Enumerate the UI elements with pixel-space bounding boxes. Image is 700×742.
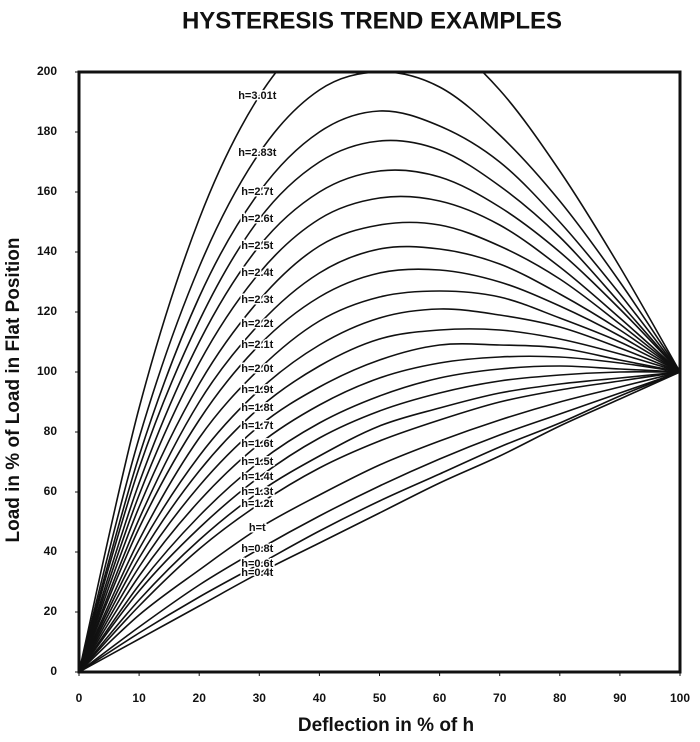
load-curve — [79, 290, 680, 672]
load-curve — [79, 370, 680, 672]
curve-label: h=1.3t — [241, 486, 273, 498]
x-tick-label: 90 — [613, 691, 627, 705]
x-tick-label: 20 — [193, 691, 207, 705]
curves — [79, 72, 680, 672]
curve-label: h=2.0t — [241, 363, 273, 375]
load-curve — [79, 308, 680, 672]
curve-label: h=1.7t — [241, 420, 273, 432]
load-curve — [79, 371, 680, 672]
curve-label: h=1.9t — [241, 384, 273, 396]
y-tick-label: 80 — [44, 424, 58, 438]
curve-label: h=2.3t — [241, 294, 273, 306]
x-tick-label: 30 — [253, 691, 267, 705]
x-axis-label: Deflection in % of h — [298, 715, 474, 736]
load-curve — [79, 268, 680, 672]
chart-title: HYSTERESIS TREND EXAMPLES — [182, 7, 562, 34]
y-tick-label: 100 — [37, 364, 57, 378]
y-tick-label: 180 — [37, 124, 57, 138]
curve-label: h=1.4t — [241, 471, 273, 483]
curve-label: h=1.5t — [241, 456, 273, 468]
load-curve — [79, 342, 680, 672]
curve-label: h=3.01t — [238, 90, 277, 102]
curve-label: h=1.8t — [241, 402, 273, 414]
load-curve — [79, 195, 680, 672]
curve-label: h=2.7t — [241, 186, 273, 198]
y-tick-label: 120 — [37, 304, 57, 318]
curve-label: h=2.2t — [241, 318, 273, 330]
curve-labels: h=3.01t h=2.83t h=2.7t h=2.6t h=2.5t h=2.4t h=… — [237, 88, 279, 580]
curve-label: h=1.6t — [241, 438, 273, 450]
load-curve — [79, 169, 680, 672]
curve-label: h=2.83t — [238, 147, 277, 159]
x-tick-label: 40 — [313, 691, 327, 705]
y-tick-label: 20 — [44, 604, 58, 618]
x-tick-label: 60 — [433, 691, 447, 705]
x-tick-label: 10 — [132, 691, 146, 705]
load-curve — [79, 371, 680, 672]
load-curve — [79, 245, 680, 672]
load-curve — [79, 365, 680, 672]
load-curve — [79, 328, 680, 672]
x-tick-label: 50 — [373, 691, 387, 705]
curve-label: h=2.5t — [241, 240, 273, 252]
y-axis-label: Load in % of Load in Flat Position — [3, 237, 24, 542]
load-curve — [79, 72, 680, 672]
load-curve — [79, 371, 680, 672]
curve-label: h=0.8t — [241, 543, 273, 555]
y-tick-label: 140 — [37, 244, 57, 258]
y-tick-label: 40 — [44, 544, 58, 558]
load-curve — [79, 139, 680, 672]
load-curve — [79, 221, 680, 672]
load-curve — [79, 371, 680, 672]
curve-label: h=0.4t — [241, 567, 273, 579]
curve-label: h=1.2t — [241, 498, 273, 510]
load-curve — [79, 355, 680, 672]
plot-frame — [77, 70, 682, 674]
x-tick-label: 100 — [670, 691, 690, 705]
load-curve — [79, 371, 680, 672]
load-curve — [79, 110, 680, 672]
curve-label: h=t — [249, 522, 266, 534]
x-tick-label: 70 — [493, 691, 507, 705]
x-tick-label: 80 — [553, 691, 567, 705]
x-tick-label: 0 — [76, 691, 83, 705]
curve-label: h=2.4t — [241, 267, 273, 279]
y-tick-label: 200 — [37, 64, 57, 78]
load-curve — [79, 72, 680, 672]
curve-label: h=2.1t — [241, 339, 273, 351]
curve-label: h=0.6t — [241, 558, 273, 570]
y-tick-label: 0 — [50, 664, 57, 678]
load-curve — [79, 371, 680, 672]
curve-label: h=2.6t — [241, 213, 273, 225]
y-tick-label: 160 — [37, 184, 57, 198]
y-tick-label: 60 — [44, 484, 58, 498]
